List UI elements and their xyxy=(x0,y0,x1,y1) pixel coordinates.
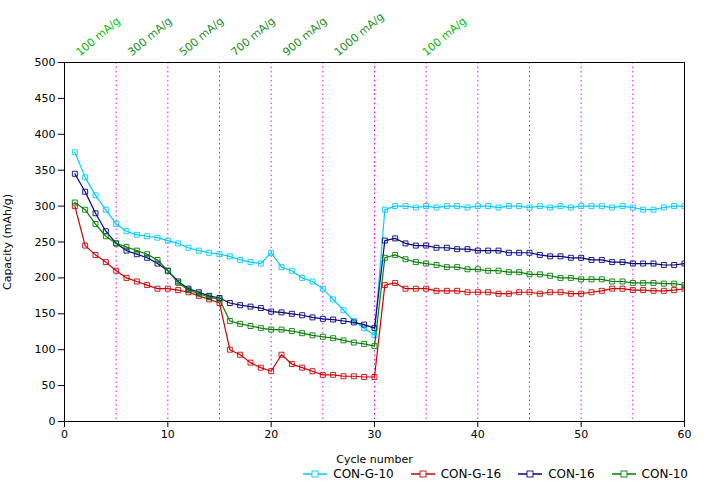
svg-text:50: 50 xyxy=(574,428,588,441)
html-text:CON-G-16: CON-G-16 xyxy=(440,467,502,481)
svg-text:350: 350 xyxy=(35,164,56,177)
svg-text:250: 250 xyxy=(35,236,56,249)
html-text:CON-16: CON-16 xyxy=(548,467,595,481)
svg-text:50: 50 xyxy=(42,379,56,392)
svg-text:300 mA/g: 300 mA/g xyxy=(125,15,174,59)
svg-text:10: 10 xyxy=(161,428,175,441)
svg-text:150: 150 xyxy=(35,307,56,320)
svg-text:300: 300 xyxy=(35,200,56,213)
svg-text:500: 500 xyxy=(35,56,56,69)
svg-text:20: 20 xyxy=(264,428,278,441)
svg-text:1000 mA/g: 1000 mA/g xyxy=(332,10,387,59)
svg-text:100: 100 xyxy=(35,343,56,356)
html-text:CON-10: CON-10 xyxy=(641,467,688,481)
svg-text:Capacity (mAh/g): Capacity (mAh/g) xyxy=(1,194,14,290)
svg-text:100 mA/g: 100 mA/g xyxy=(74,15,123,59)
html-text:CON-G-10: CON-G-10 xyxy=(333,467,394,481)
svg-text:40: 40 xyxy=(471,428,485,441)
svg-text:100 mA/g: 100 mA/g xyxy=(420,15,469,59)
svg-text:60: 60 xyxy=(678,428,692,441)
svg-text:0: 0 xyxy=(61,428,68,441)
svg-text:0: 0 xyxy=(49,415,56,428)
svg-text:900 mA/g: 900 mA/g xyxy=(280,15,329,59)
svg-text:500 mA/g: 500 mA/g xyxy=(177,15,226,59)
svg-text:Cycle number: Cycle number xyxy=(336,453,413,466)
svg-text:30: 30 xyxy=(368,428,382,441)
svg-text:200: 200 xyxy=(35,271,56,284)
svg-text:450: 450 xyxy=(35,92,56,105)
svg-text:700 mA/g: 700 mA/g xyxy=(229,15,278,59)
svg-text:400: 400 xyxy=(35,128,56,141)
